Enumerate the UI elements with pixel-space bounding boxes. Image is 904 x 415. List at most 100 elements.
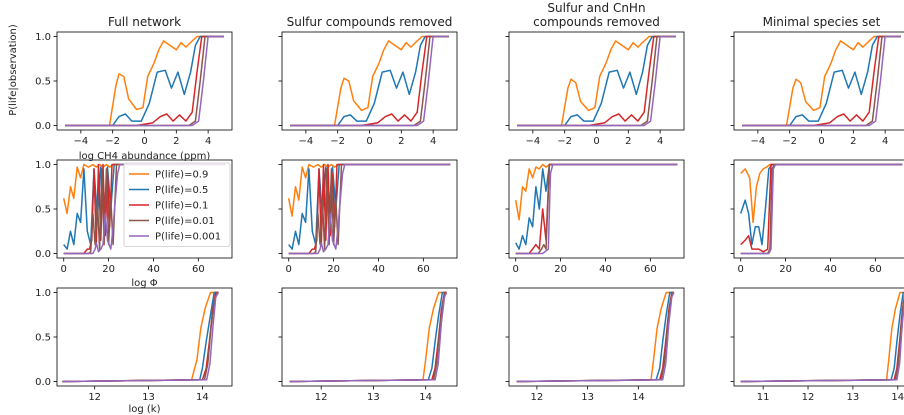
column-titles: Full network Sulfur compounds removed Sulf… (108, 1, 881, 29)
legend: P(life)=0.9 P(life)=0.5 P(life)=0.1 P(life)… (123, 162, 231, 247)
y-tick-label: 1.0 (35, 32, 51, 43)
panel-r1-c4: −4 −2 0 2 4 (730, 31, 904, 147)
panel-r2-c3: 0 20 40 60 (505, 159, 685, 275)
series-group (65, 35, 224, 127)
series-group (742, 35, 901, 127)
line-p-life-0-001 (515, 163, 678, 255)
x-tick-label: 60 (192, 264, 205, 275)
row-x-labels: log CH4 abundance (ppm) log Φ log (k) (79, 151, 211, 415)
line-p-life-0-9 (289, 291, 447, 383)
legend-label-p-life-0-1: P(life)=0.1 (155, 201, 208, 212)
series-group (739, 163, 903, 255)
x-tick-label: 0 (513, 264, 519, 275)
line-p-life-0-001 (740, 163, 903, 255)
y-axis-label: P(life|observation) (8, 24, 19, 116)
line-p-life-0-001 (63, 163, 226, 255)
line-p-life-0-5 (290, 35, 449, 127)
x-tick-label: 0 (141, 136, 147, 147)
line-p-life-0-5 (289, 291, 447, 383)
x-tick-label: 40 (372, 264, 385, 275)
y-tick-label: 0.0 (35, 121, 51, 132)
panel-r1-c3: −4 −2 0 2 4 (505, 31, 685, 147)
x-tick-label: 0 (738, 264, 744, 275)
x-tick-label: −2 (330, 136, 345, 147)
line-p-life-0-9 (514, 163, 678, 221)
line-p-life-0-001 (516, 292, 675, 383)
panel-r1-c1: −4 −2 0 2 4 0.0 0.5 1.0 (35, 31, 233, 147)
line-p-life-0-1 (65, 35, 224, 127)
x-tick-label: 12 (531, 392, 544, 403)
line-p-life-0-9 (65, 35, 224, 127)
x-tick-label: 20 (102, 264, 115, 275)
line-p-life-0-1 (290, 35, 449, 127)
x-tick-label: 14 (632, 392, 645, 403)
y-tick-label: 0.5 (35, 205, 51, 216)
series-group (517, 35, 676, 127)
line-p-life-0-5 (740, 291, 904, 383)
x-tick-label: −2 (782, 136, 797, 147)
axes-frame (508, 287, 685, 387)
line-p-life-0-001 (288, 163, 451, 255)
legend-label-p-life-0-9: P(life)=0.9 (155, 170, 208, 181)
line-p-life-0-1 (289, 291, 447, 383)
line-p-life-0-5 (517, 35, 676, 127)
panel-r3-c4: 11 12 13 14 (730, 287, 904, 403)
line-p-life-0-01 (740, 296, 904, 383)
line-p-life-0-01 (516, 291, 674, 383)
series-group (290, 35, 449, 127)
line-p-life-0-1 (517, 35, 676, 127)
panel-r2-c4: 0 20 40 60 (730, 159, 904, 275)
x-tick-label: 60 (417, 264, 430, 275)
line-p-life-0-1 (516, 291, 674, 383)
line-p-life-0-9 (517, 35, 676, 127)
line-p-life-0-01 (288, 163, 451, 255)
column-title-4: Minimal species set (763, 15, 881, 29)
line-p-life-0-1 (742, 35, 901, 127)
x-tick-label: 4 (657, 136, 663, 147)
panel-r3-c2: 12 13 14 (278, 287, 458, 403)
subplot-grid: −4 −2 0 2 40.00.51.0−4 −2 0 2 4 −4 −2 0 2 4 −4 −2 0 2 40 20… (35, 31, 904, 403)
axes-frame (733, 287, 904, 387)
x-tick-label: 0 (818, 136, 824, 147)
x-tick-label: 60 (869, 264, 882, 275)
x-tick-label: 2 (625, 136, 631, 147)
y-tick-label: 0.5 (35, 333, 51, 344)
x-tick-label: −2 (557, 136, 572, 147)
x-tick-label: 13 (367, 392, 380, 403)
x-tick-label: −4 (73, 136, 88, 147)
line-p-life-0-001 (289, 292, 448, 383)
x-tick-label: 2 (398, 136, 404, 147)
series-group (740, 291, 904, 383)
x-tick-label: 4 (882, 136, 888, 147)
x-tick-label: −4 (750, 136, 765, 147)
series-group (289, 291, 448, 383)
line-p-life-0-1 (740, 294, 904, 383)
legend-label-p-life-0-01: P(life)=0.01 (155, 216, 215, 227)
line-p-life-0-1 (288, 163, 451, 255)
y-tick-label: 0.0 (35, 249, 51, 260)
y-tick-label: 1.0 (35, 160, 51, 171)
line-p-life-0-1 (63, 163, 226, 255)
column-title-1: Full network (108, 15, 181, 29)
x-tick-label: 2 (850, 136, 856, 147)
line-p-life-0-01 (289, 291, 447, 383)
line-p-life-0-9 (742, 35, 901, 127)
series-group (62, 163, 226, 255)
line-p-life-0-5 (739, 163, 903, 246)
legend-label-p-life-0-001: P(life)=0.001 (155, 232, 221, 243)
series-group (516, 291, 675, 383)
x-tick-label: −4 (525, 136, 540, 147)
column-title-2: Sulfur compounds removed (287, 15, 453, 29)
series-group (62, 291, 220, 383)
x-tick-label: 14 (419, 392, 432, 403)
x-tick-label: 0 (61, 264, 67, 275)
x-tick-label: 11 (757, 392, 770, 403)
x-tick-label: 14 (196, 392, 209, 403)
axes-frame (508, 159, 685, 259)
panel-r2-c1: 0 20 40 60 0.0 0.5 1.0 (35, 159, 233, 275)
x-tick-label: 12 (88, 392, 101, 403)
panel-r3-c3: 12 13 14 (505, 287, 685, 403)
x-tick-label: 4 (205, 136, 211, 147)
line-p-life-0-001 (65, 35, 224, 127)
x-tick-label: 12 (315, 392, 328, 403)
